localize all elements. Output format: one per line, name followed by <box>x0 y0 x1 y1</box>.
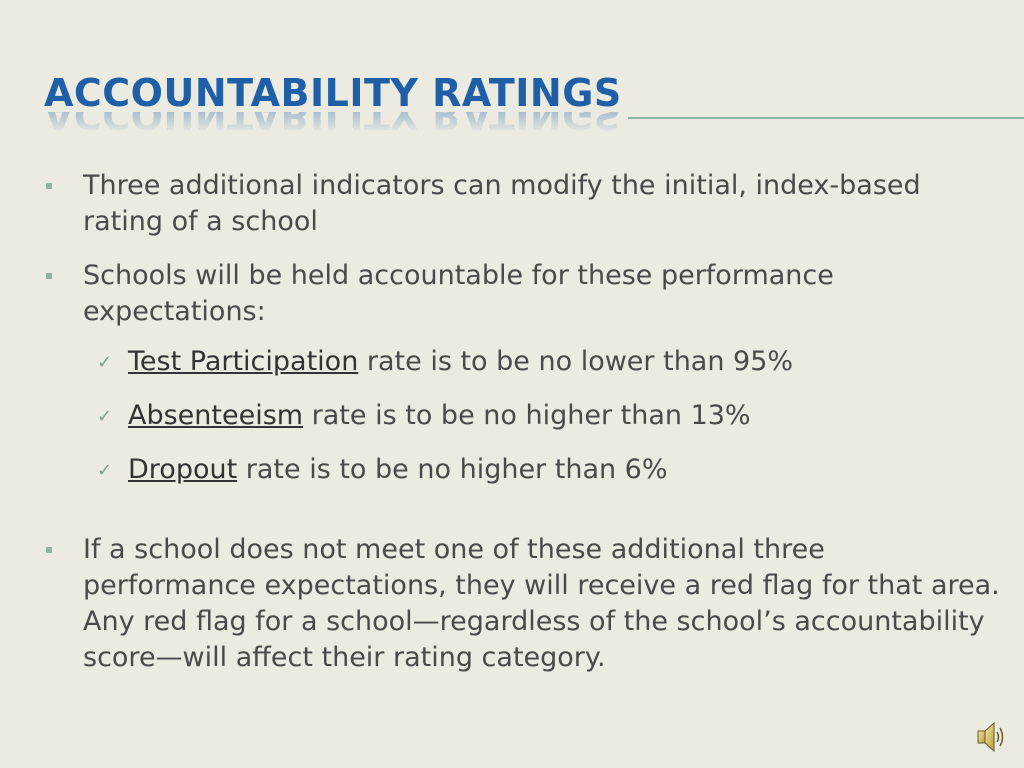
term-dropout: Dropout <box>128 454 238 485</box>
term-absenteeism: Absenteeism <box>128 400 304 431</box>
bullet-list: Three additional indicators can modify t… <box>44 168 1004 676</box>
square-bullet-icon <box>46 183 52 189</box>
speaker-icon[interactable] <box>976 718 1006 756</box>
square-bullet-icon <box>46 547 52 553</box>
sub-bullet-text: rate is to be no higher than 6% <box>237 454 668 485</box>
title-divider <box>628 117 1024 119</box>
term-test-participation: Test Participation <box>128 346 359 377</box>
checkmark-icon: ✓ <box>97 406 113 427</box>
slide-title-reflection: Accountability Ratings <box>44 112 622 134</box>
checkmark-icon: ✓ <box>97 460 113 481</box>
sub-bullet-item: ✓ Absenteeism rate is to be no higher th… <box>83 398 1004 434</box>
sub-bullet-list: ✓ Test Participation rate is to be no lo… <box>83 344 1004 488</box>
checkmark-icon: ✓ <box>97 352 113 373</box>
bullet-item: Three additional indicators can modify t… <box>44 168 1004 240</box>
sub-bullet-text: rate is to be no higher than 13% <box>303 400 751 431</box>
bullet-text: Three additional indicators can modify t… <box>83 170 921 237</box>
bullet-text: If a school does not meet one of these a… <box>83 534 1000 673</box>
bullet-text: Schools will be held accountable for the… <box>83 260 834 327</box>
sub-bullet-item: ✓ Test Participation rate is to be no lo… <box>83 344 1004 380</box>
bullet-item: Schools will be held accountable for the… <box>44 258 1004 488</box>
bullet-item: If a school does not meet one of these a… <box>44 532 1004 676</box>
slide-body: Three additional indicators can modify t… <box>44 168 1004 694</box>
title-block: Accountability Ratings Accountability Ra… <box>44 74 622 134</box>
square-bullet-icon <box>46 273 52 279</box>
sub-bullet-text: rate is to be no lower than 95% <box>358 346 794 377</box>
bullet-spacer <box>44 506 1004 532</box>
sub-bullet-item: ✓ Dropout rate is to be no higher than 6… <box>83 452 1004 488</box>
slide-title: Accountability Ratings <box>44 71 622 115</box>
